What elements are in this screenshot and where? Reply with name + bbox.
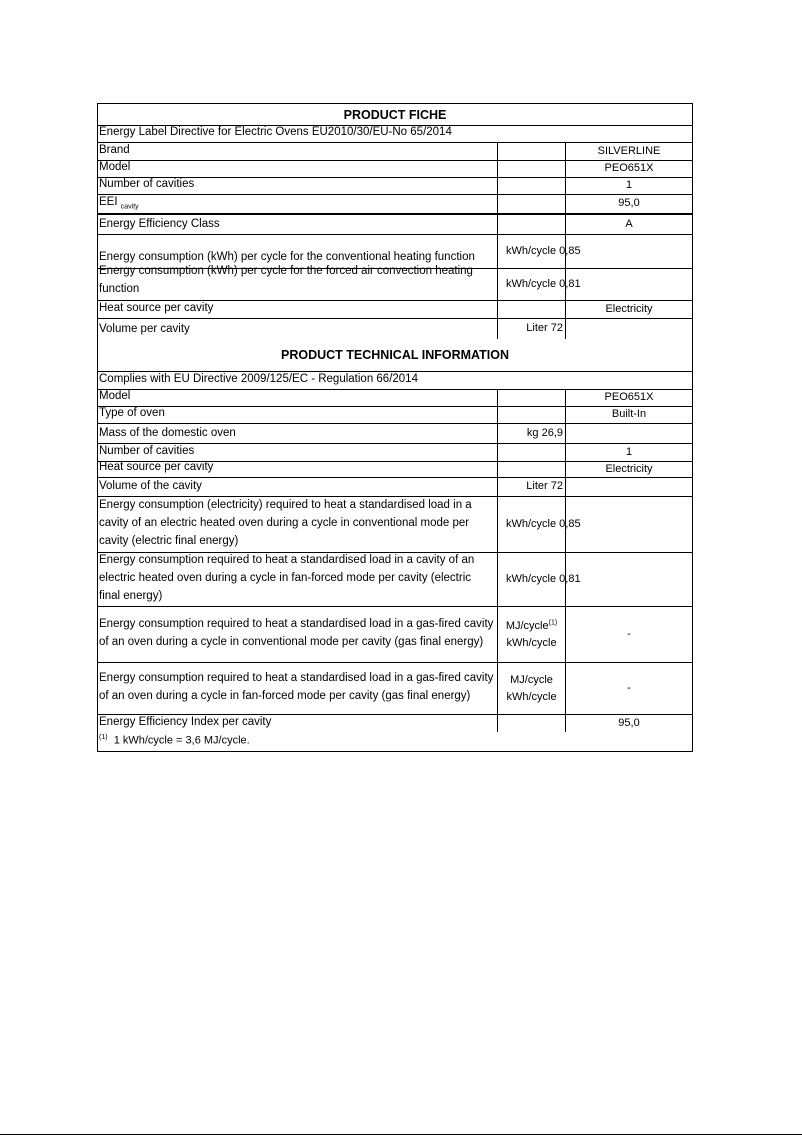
technical-directive: Complies with EU Directive 2009/125/EC -… xyxy=(99,373,418,386)
footnote-row: (1) 1 kWh/cycle = 3,6 MJ/cycle. xyxy=(98,732,692,751)
row-value: 95,0 xyxy=(565,715,692,732)
fiche-directive-row: Energy Label Directive for Electric Oven… xyxy=(98,126,692,143)
page-bottom-rule xyxy=(0,1134,802,1135)
row-label: EEI xyxy=(99,195,118,208)
table-row: Model PEO651X xyxy=(98,390,692,407)
table-row: Energy consumption required to heat a st… xyxy=(98,553,692,607)
product-fiche-table: PRODUCT FICHE Energy Label Directive for… xyxy=(97,103,693,752)
row-unit: MJ/cycle xyxy=(510,674,553,686)
table-row: Volume of the cavity Liter 72 xyxy=(98,478,692,497)
row-unit: kWh/cycle 0,81 xyxy=(506,277,581,290)
row-unit-2: kWh/cycle xyxy=(506,690,557,703)
row-value: 1 xyxy=(565,444,692,461)
row-value: SILVERLINE xyxy=(565,143,692,160)
row-value: Electricity xyxy=(565,301,692,318)
row-label: Energy consumption required to heat a st… xyxy=(99,618,494,648)
row-label: Energy consumption required to heat a st… xyxy=(99,554,475,602)
table-row: Model PEO651X xyxy=(98,161,692,178)
table-row: Energy consumption (electricity) require… xyxy=(98,497,692,553)
fiche-title: PRODUCT FICHE xyxy=(343,107,447,122)
row-label: Volume per cavity xyxy=(99,323,190,336)
technical-title-row: PRODUCT TECHNICAL INFORMATION xyxy=(98,339,692,372)
table-row: Heat source per cavity Electricity xyxy=(98,461,692,478)
row-value: 95,0 xyxy=(565,195,692,213)
table-row: Volume per cavity Liter 72 xyxy=(98,319,692,339)
row-unit: MJ/cycle xyxy=(505,620,549,632)
row-value xyxy=(565,553,692,606)
table-row: EEI cavity 95,0 xyxy=(98,195,692,215)
row-unit: Liter 72 xyxy=(526,322,563,335)
row-value: Electricity xyxy=(565,462,692,477)
table-row: Energy Efficiency Index per cavity 95,0 xyxy=(98,715,692,732)
row-label: Energy consumption (kWh) per cycle for t… xyxy=(99,265,473,296)
row-value xyxy=(565,269,692,300)
row-value: Built-In xyxy=(565,407,692,423)
row-value xyxy=(565,235,692,268)
row-label: Heat source per cavity xyxy=(99,461,214,474)
row-unit: kWh/cycle 0,85 xyxy=(506,244,581,257)
row-value: A xyxy=(565,215,692,234)
technical-directive-row: Complies with EU Directive 2009/125/EC -… xyxy=(98,372,692,390)
footnote: (1) 1 kWh/cycle = 3,6 MJ/cycle. xyxy=(99,733,692,750)
row-value xyxy=(565,319,692,339)
row-unit: kWh/cycle 0,85 xyxy=(506,517,581,530)
table-row: Energy consumption required to heat a st… xyxy=(98,607,692,663)
row-unit: kg 26,9 xyxy=(526,426,563,439)
row-label: Number of cavities xyxy=(99,445,195,458)
row-label: Volume of the cavity xyxy=(99,480,202,493)
footnote-text: 1 kWh/cycle = 3,6 MJ/cycle. xyxy=(113,735,250,748)
row-value: PEO651X xyxy=(565,161,692,177)
row-label-sub: cavity xyxy=(120,202,139,210)
row-label: Mass of the domestic oven xyxy=(99,427,236,440)
row-label: Type of oven xyxy=(99,407,165,420)
row-unit-2: kWh/cycle xyxy=(506,636,557,649)
table-row: Energy consumption (kWh) per cycle for t… xyxy=(98,235,692,269)
technical-title: PRODUCT TECHNICAL INFORMATION xyxy=(281,347,509,362)
footnote-mark: (1) xyxy=(99,734,108,742)
row-label: Brand xyxy=(99,144,130,157)
row-unit: Liter 72 xyxy=(526,480,563,493)
row-unit-sup: (1) xyxy=(548,619,558,627)
row-label: Energy consumption (kWh) per cycle for t… xyxy=(99,251,475,264)
row-label: Energy Efficiency Index per cavity xyxy=(99,716,272,729)
row-value xyxy=(565,424,692,443)
row-label: Model xyxy=(99,390,131,403)
table-row: Energy Efficiency Class A xyxy=(98,215,692,235)
table-row: Energy consumption required to heat a st… xyxy=(98,663,692,715)
row-value: - xyxy=(565,607,692,662)
row-value: 1 xyxy=(565,178,692,194)
row-value xyxy=(565,497,692,552)
table-row: Number of cavities 1 xyxy=(98,444,692,462)
table-row: Mass of the domestic oven kg 26,9 xyxy=(98,424,692,444)
row-label: Energy consumption required to heat a st… xyxy=(99,672,494,702)
row-value xyxy=(565,478,692,496)
table-row: Number of cavities 1 xyxy=(98,178,692,195)
row-label: Heat source per cavity xyxy=(99,302,214,315)
table-row: Energy consumption (kWh) per cycle for t… xyxy=(98,265,692,301)
fiche-title-row: PRODUCT FICHE xyxy=(98,104,692,126)
table-row: Heat source per cavity Electricity xyxy=(98,301,692,319)
row-unit: kWh/cycle 0,81 xyxy=(506,572,581,585)
table-row: Type of oven Built-In xyxy=(98,407,692,424)
fiche-directive: Energy Label Directive for Electric Oven… xyxy=(99,126,452,139)
row-value: PEO651X xyxy=(565,390,692,406)
row-label: Energy Efficiency Class xyxy=(99,218,220,231)
row-value: - xyxy=(565,663,692,714)
table-row: Brand SILVERLINE xyxy=(98,143,692,161)
row-label: Model xyxy=(99,161,131,174)
row-label: Energy consumption (electricity) require… xyxy=(99,499,472,547)
row-label: Number of cavities xyxy=(99,178,195,191)
